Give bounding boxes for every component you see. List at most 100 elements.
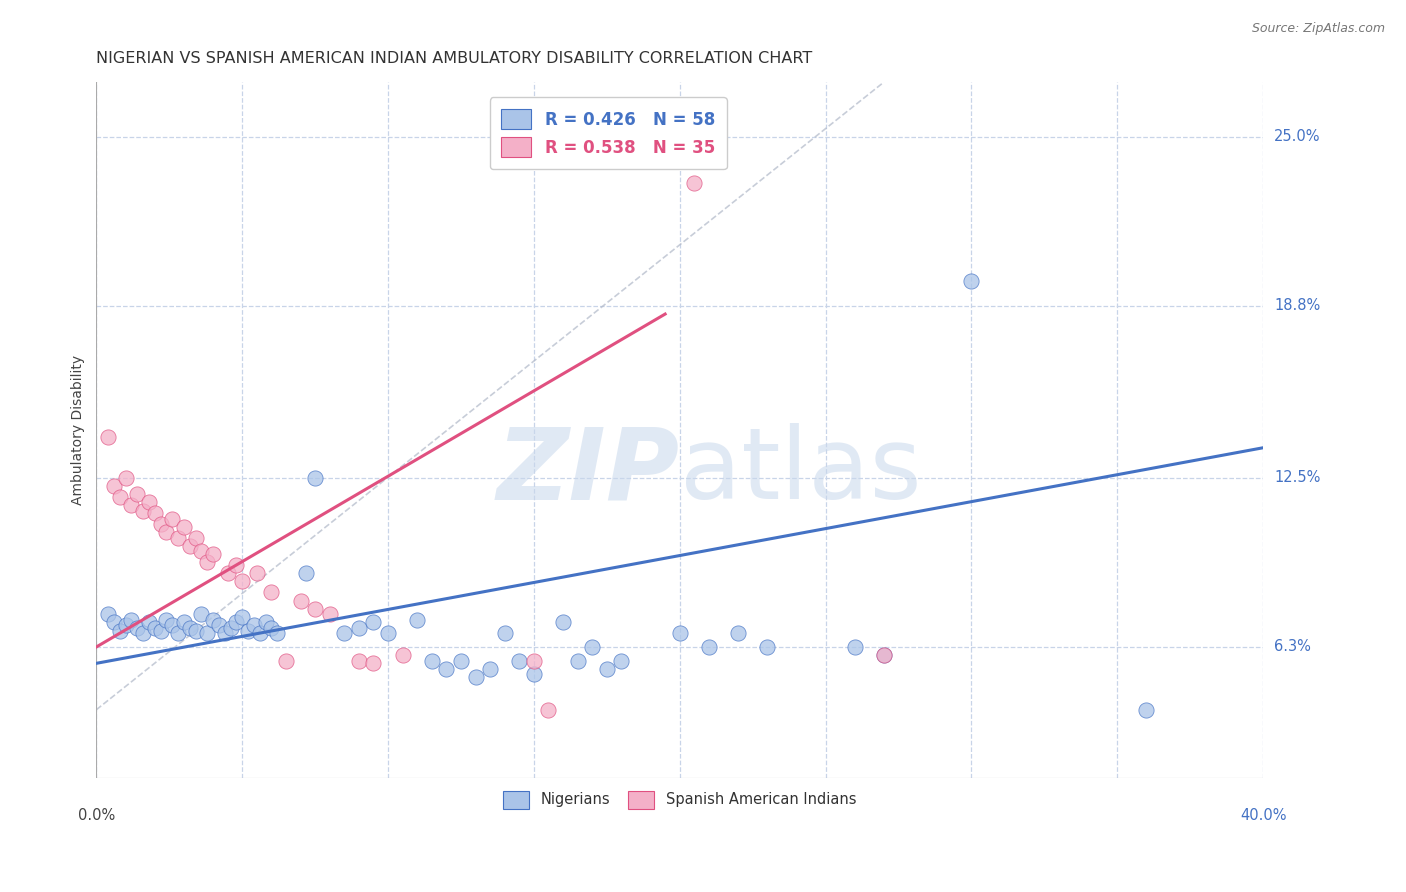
Point xyxy=(406,613,429,627)
Point xyxy=(537,703,560,717)
Point xyxy=(266,626,288,640)
Point xyxy=(155,525,177,540)
Point xyxy=(960,274,983,288)
Point xyxy=(127,621,149,635)
Y-axis label: Ambulatory Disability: Ambulatory Disability xyxy=(72,355,86,505)
Point xyxy=(494,626,516,640)
Point xyxy=(108,624,131,638)
Point xyxy=(697,640,720,654)
Text: 0.0%: 0.0% xyxy=(77,808,115,823)
Point xyxy=(254,615,277,630)
Point xyxy=(363,657,385,671)
Point xyxy=(214,626,236,640)
Point xyxy=(260,621,283,635)
Text: Source: ZipAtlas.com: Source: ZipAtlas.com xyxy=(1251,22,1385,36)
Point xyxy=(333,626,356,640)
Point xyxy=(149,517,172,532)
Point xyxy=(217,566,239,581)
Point xyxy=(318,607,340,622)
Point xyxy=(844,640,866,654)
Text: 6.3%: 6.3% xyxy=(1274,640,1310,655)
Point xyxy=(138,615,160,630)
Point xyxy=(508,654,530,668)
Point xyxy=(873,648,896,662)
Point xyxy=(225,615,247,630)
Point xyxy=(567,654,589,668)
Point xyxy=(290,593,312,607)
Point xyxy=(167,626,190,640)
Point xyxy=(132,503,155,517)
Point xyxy=(195,626,218,640)
Point xyxy=(155,613,177,627)
Point xyxy=(167,531,190,545)
Point xyxy=(523,667,546,681)
Point xyxy=(143,506,166,520)
Point xyxy=(377,626,399,640)
Text: NIGERIAN VS SPANISH AMERICAN INDIAN AMBULATORY DISABILITY CORRELATION CHART: NIGERIAN VS SPANISH AMERICAN INDIAN AMBU… xyxy=(97,51,813,66)
Point xyxy=(127,487,149,501)
Point xyxy=(683,176,706,190)
Point xyxy=(173,615,195,630)
Point xyxy=(219,621,242,635)
Point xyxy=(202,613,225,627)
Point xyxy=(363,615,385,630)
Point xyxy=(114,618,136,632)
Point xyxy=(202,547,225,561)
Text: ZIP: ZIP xyxy=(496,424,679,520)
Point xyxy=(260,585,283,599)
Text: 12.5%: 12.5% xyxy=(1274,470,1320,485)
Point xyxy=(184,531,207,545)
Point xyxy=(434,662,457,676)
Point xyxy=(873,648,896,662)
Point xyxy=(143,621,166,635)
Point xyxy=(195,555,218,569)
Text: 18.8%: 18.8% xyxy=(1274,298,1320,313)
Point xyxy=(179,539,201,553)
Point xyxy=(464,670,486,684)
Text: atlas: atlas xyxy=(679,424,921,520)
Legend: Nigerians, Spanish American Indians: Nigerians, Spanish American Indians xyxy=(496,783,863,816)
Point xyxy=(391,648,413,662)
Point xyxy=(160,512,183,526)
Point xyxy=(149,624,172,638)
Point xyxy=(668,626,690,640)
Point xyxy=(120,498,142,512)
Point xyxy=(236,624,259,638)
Point xyxy=(243,618,266,632)
Point xyxy=(231,574,253,589)
Point xyxy=(610,654,633,668)
Point xyxy=(160,618,183,632)
Point xyxy=(347,621,370,635)
Point xyxy=(208,618,231,632)
Text: 40.0%: 40.0% xyxy=(1240,808,1286,823)
Point xyxy=(246,566,269,581)
Point xyxy=(114,471,136,485)
Point xyxy=(347,654,370,668)
Point xyxy=(304,471,326,485)
Point xyxy=(581,640,603,654)
Point xyxy=(231,610,253,624)
Point xyxy=(727,626,749,640)
Point xyxy=(479,662,502,676)
Point xyxy=(179,621,201,635)
Point xyxy=(420,654,443,668)
Text: 25.0%: 25.0% xyxy=(1274,129,1320,145)
Point xyxy=(1135,703,1157,717)
Point xyxy=(249,626,271,640)
Point xyxy=(132,626,155,640)
Point xyxy=(225,558,247,573)
Point xyxy=(274,654,297,668)
Point xyxy=(190,544,212,558)
Point xyxy=(295,566,318,581)
Point xyxy=(551,615,574,630)
Point xyxy=(184,624,207,638)
Point xyxy=(103,615,125,630)
Point xyxy=(173,520,195,534)
Point xyxy=(97,607,120,622)
Point xyxy=(138,495,160,509)
Point xyxy=(190,607,212,622)
Point xyxy=(756,640,779,654)
Point xyxy=(450,654,472,668)
Point xyxy=(596,662,619,676)
Point xyxy=(304,601,326,615)
